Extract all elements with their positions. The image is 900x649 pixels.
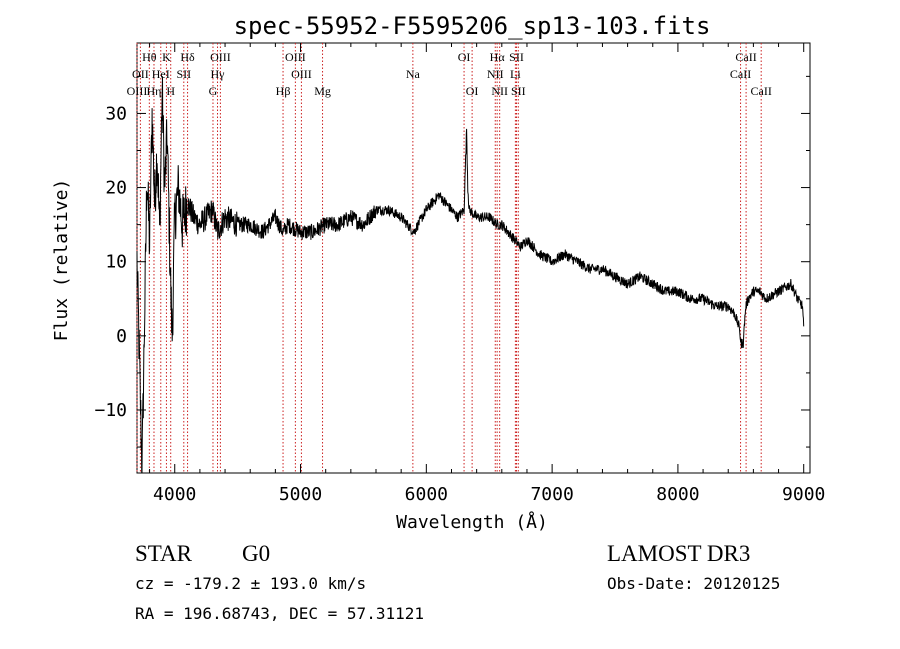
y-tick-label: 0 (116, 326, 127, 347)
spectral-line-label: K (162, 50, 171, 64)
x-tick-label: 5000 (279, 484, 322, 505)
spectral-line-label: Hθ (142, 50, 157, 64)
x-tick-label: 6000 (405, 484, 448, 505)
spectral-line-label: H (166, 84, 175, 98)
x-tick-label: 8000 (656, 484, 699, 505)
plot-frame (136, 42, 811, 474)
x-tick-label: 7000 (530, 484, 573, 505)
spectral-line-label: OIII (285, 50, 306, 64)
spectral-line-label: OI (458, 50, 471, 64)
spectral-line-label: CaII (735, 50, 756, 64)
spectral-line-label: OIII (291, 67, 312, 81)
spectral-line-label: Mg (314, 84, 331, 98)
spectral-line-label: Hβ (276, 84, 291, 98)
chart-title: spec-55952-F5595206_sp13-103.fits (234, 12, 711, 40)
spectral-line-label: NII (487, 67, 504, 81)
observation-date: Obs-Date: 20120125 (607, 574, 780, 593)
spectral-line-label: G (209, 84, 218, 98)
x-axis-ticks: 4000 5000 6000 7000 8000 9000 (149, 43, 825, 505)
spectral-line-label: Hγ (211, 67, 226, 81)
y-tick-label: 10 (105, 252, 127, 273)
spectral-line-label: SII (509, 50, 524, 64)
y-axis-label: Flux (relative) (51, 179, 72, 342)
coordinates: RA = 196.68743, DEC = 57.31121 (135, 604, 424, 623)
spectral-line-label: HeI (152, 67, 170, 81)
spectral-line-label: OIII (210, 50, 231, 64)
spectral-line-label: CaII (751, 84, 772, 98)
x-tick-label: 4000 (153, 484, 196, 505)
spectral-line-label: Hδ (180, 50, 195, 64)
y-tick-label: 30 (105, 103, 127, 124)
spectral-line-label: NII (491, 84, 508, 98)
spectral-line-label: OIII (127, 84, 148, 98)
spectrum-series-line (136, 76, 805, 474)
spectral-line-label: Hα (490, 50, 506, 64)
spectral-line-label: Na (406, 67, 421, 81)
x-tick-label: 9000 (782, 484, 825, 505)
spectral-line-label: OI (466, 84, 479, 98)
x-axis-label: Wavelength (Å) (396, 511, 548, 533)
object-class: STAR (135, 541, 193, 566)
spectral-line-label: SII (511, 84, 526, 98)
y-tick-label: −10 (94, 400, 127, 421)
spectral-line-label: Hη (147, 84, 162, 98)
object-subclass: G0 (242, 541, 270, 566)
y-tick-label: 20 (105, 178, 127, 199)
spectral-line-label: CaII (730, 67, 751, 81)
spectral-line-label: Li (510, 67, 521, 81)
y-axis-ticks: −10 0 10 20 30 (94, 75, 810, 448)
survey-name: LAMOST DR3 (607, 541, 750, 566)
spectral-line-label: SII (176, 67, 191, 81)
spectral-line-label: OII (132, 67, 149, 81)
spectral-line-markers (136, 43, 762, 473)
redshift-velocity: cz = -179.2 ± 193.0 km/s (135, 574, 366, 593)
